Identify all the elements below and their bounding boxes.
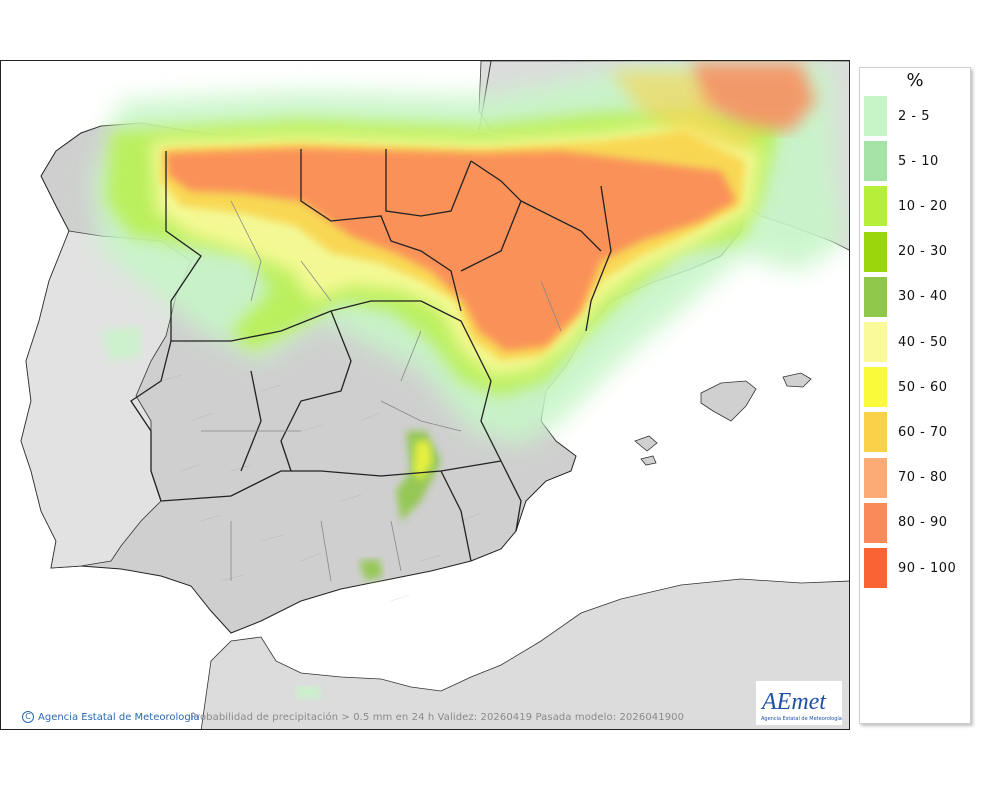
credit-text: C Agencia Estatal de Meteorología	[22, 711, 200, 723]
legend-swatch	[864, 322, 887, 362]
legend-swatch	[864, 231, 887, 272]
legend-item: 90 - 100	[864, 548, 956, 588]
legend-panel: % 2 - 5 5 - 10 10 - 20 20 - 30 30 - 40 40 - 5…	[859, 67, 971, 724]
relief-texture	[160, 374, 482, 602]
credit-label: Agencia Estatal de Meteorología	[38, 711, 200, 723]
aemet-logo: AEmet Agencia Estatal de Meteorología	[755, 680, 843, 726]
map-canvas	[1, 61, 849, 729]
legend-label: 40 - 50	[898, 334, 948, 350]
legend-label: 30 - 40	[898, 289, 948, 305]
precipitation-overlay	[91, 63, 846, 699]
legend-item: 50 - 60	[864, 367, 948, 408]
legend-label: 80 - 90	[898, 515, 948, 531]
legend-item: 80 - 90	[864, 502, 948, 543]
legend-item: 30 - 40	[864, 276, 948, 317]
legend-item: 20 - 30	[864, 231, 948, 272]
legend-label: 20 - 30	[898, 244, 948, 260]
menorca	[782, 372, 812, 388]
legend-title: %	[906, 70, 924, 91]
legend-swatch	[864, 457, 887, 498]
legend-swatch	[864, 141, 887, 182]
legend-label: 5 - 10	[898, 153, 939, 169]
legend-item: 40 - 50	[864, 322, 948, 362]
legend-swatch	[864, 276, 887, 317]
ibiza	[634, 435, 658, 452]
legend-swatch	[864, 412, 887, 453]
legend-item: 60 - 70	[864, 412, 948, 453]
legend-swatch	[864, 186, 887, 227]
province-borders	[201, 200, 562, 582]
svg-text:Agencia Estatal de Meteorologí: Agencia Estatal de Meteorología	[761, 715, 842, 722]
legend-swatch	[864, 548, 887, 588]
formentera	[640, 455, 657, 466]
legend-swatch	[864, 367, 887, 408]
map-frame	[0, 60, 850, 730]
region-borders	[130, 149, 612, 562]
legend-label: 50 - 60	[898, 379, 948, 395]
legend-swatch	[864, 96, 887, 136]
mallorca	[700, 380, 757, 422]
aemet-logo-graphic: AEmet Agencia Estatal de Meteorología	[760, 689, 842, 722]
svg-text:AEmet: AEmet	[760, 689, 827, 715]
legend-item: 2 - 5	[864, 96, 930, 136]
legend-item: 70 - 80	[864, 457, 948, 498]
legend-label: 2 - 5	[898, 108, 930, 124]
legend-label: 60 - 70	[898, 424, 948, 440]
legend-label: 70 - 80	[898, 470, 948, 486]
legend-item: 10 - 20	[864, 186, 948, 227]
map-caption: Probabilidad de precipitación > 0.5 mm e…	[190, 712, 685, 723]
north-africa-landmass	[200, 578, 849, 729]
legend-label: 10 - 20	[898, 198, 948, 214]
copyright-icon: C	[22, 711, 34, 723]
legend-item: 5 - 10	[864, 141, 939, 182]
legend-swatch	[864, 502, 887, 543]
legend-label: 90 - 100	[898, 560, 957, 576]
